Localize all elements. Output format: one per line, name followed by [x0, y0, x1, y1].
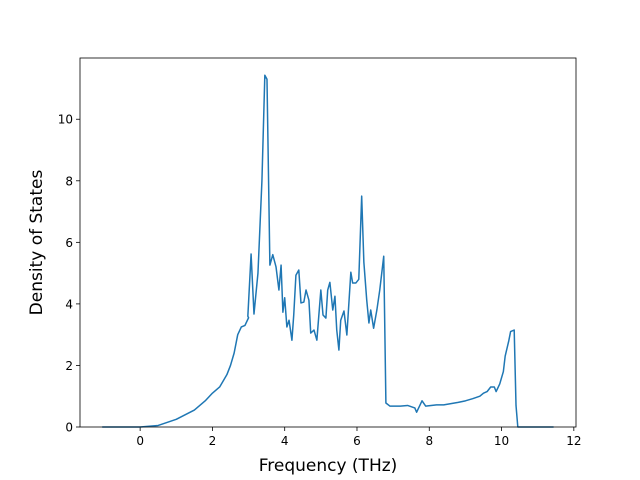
- plot-frame: [79, 57, 577, 428]
- x-tick-label: 4: [281, 434, 289, 448]
- y-tick-label: 0: [65, 421, 73, 435]
- x-tick-label: 8: [425, 434, 433, 448]
- y-tick-label: 8: [65, 174, 73, 188]
- y-tick-label: 4: [65, 297, 73, 311]
- x-axis-label: Frequency (THz): [259, 456, 398, 476]
- y-tick-label: 6: [65, 236, 73, 250]
- x-tick-label: 2: [209, 434, 217, 448]
- x-tick-label: 0: [136, 434, 144, 448]
- y-tick-label: 10: [58, 113, 73, 127]
- y-axis-label: Density of States: [27, 170, 47, 316]
- x-tick-label: 6: [353, 434, 361, 448]
- x-tick-label: 12: [566, 434, 581, 448]
- x-tick-label: 10: [494, 434, 509, 448]
- data-line: [102, 74, 554, 428]
- y-tick-label: 2: [65, 359, 73, 373]
